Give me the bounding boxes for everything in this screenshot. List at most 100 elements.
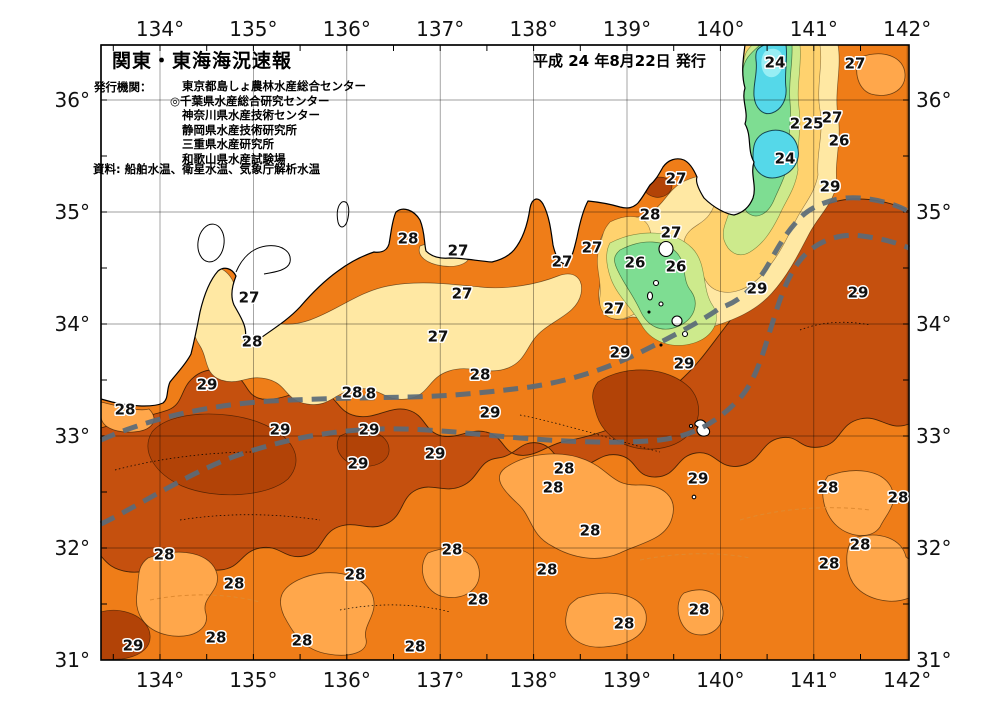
sst-cold-core-24-light [761, 48, 784, 78]
issuer-agency-list: 東京都島しょ農林水産総合センター ◎千葉県水産総合研究センター 神奈川県水産技術セン… [170, 79, 366, 167]
temp-label: 29 [610, 344, 631, 362]
temp-label: 29 [480, 404, 501, 422]
temp-label: 27 [845, 55, 866, 73]
lon-label-top: 138° [510, 17, 558, 41]
aogashima-island [691, 494, 697, 500]
temp-label: 28 [398, 230, 419, 248]
izu-islands [646, 240, 711, 500]
sst-cores-29plus [100, 176, 699, 661]
temp-label: 26 [829, 132, 850, 150]
temp-label: 28 [554, 460, 575, 478]
issuer-agency: 東京都島しょ農林水産総合センター [182, 79, 366, 93]
temp-label: 28 [470, 366, 491, 384]
lat-label-right: 35° [916, 200, 951, 224]
lat-label-left: 34° [55, 312, 90, 336]
temp-label: 28 [468, 591, 489, 609]
lon-label-top: 140° [696, 17, 744, 41]
issuer-agency: 神奈川県水産技術センター [182, 108, 320, 123]
axis-labels: 134° 134° 135° 135° 136° 136° 137° 137° 138° 138°… [55, 17, 952, 692]
temp-label: 28 [345, 566, 366, 584]
lon-label-bottom: 137° [416, 668, 464, 692]
lon-label-top: 134° [136, 17, 184, 41]
temp-label: 28 [115, 401, 136, 419]
kuroshio-current-axis [99, 195, 911, 527]
temp-label: 28 [640, 206, 661, 224]
data-source-note: 資料: 船舶水温、衛星水温、気象庁解析水温 [93, 162, 321, 176]
temp-label: 2 [790, 115, 800, 133]
miyakejima-island [671, 315, 683, 327]
lat-label-left: 32° [55, 536, 90, 560]
temp-label: 28 [442, 541, 463, 559]
report-title: 関東・東海海況速報 [112, 50, 293, 72]
temp-label: 28 [405, 638, 426, 656]
temp-label: 29 [688, 470, 709, 488]
lon-label-top: 135° [229, 17, 277, 41]
lon-label-bottom: 138° [510, 668, 558, 692]
temp-label: 28 [206, 629, 227, 647]
lat-label-left: 33° [55, 424, 90, 448]
lat-label-right: 36° [916, 88, 951, 112]
lon-label-top: 141° [790, 17, 838, 41]
temp-label: 27 [452, 285, 473, 303]
awaji-island [197, 223, 225, 263]
temp-label: 26 [625, 254, 646, 272]
issuer-agency: ◎千葉県水産総合研究センター [170, 93, 330, 108]
temp-label: 27 [822, 109, 843, 127]
temp-label: 27 [661, 224, 682, 242]
temp-label: 29 [348, 455, 369, 473]
temp-label: 28 [537, 561, 558, 579]
temp-label: 28 [224, 575, 245, 593]
temp-label: 28 [819, 555, 840, 573]
temp-label: 27 [552, 253, 573, 271]
lon-label-top: 139° [603, 17, 651, 41]
map-frame [100, 44, 910, 661]
temp-label: 28 [154, 546, 175, 564]
temp-label: 28 [850, 536, 871, 554]
temp-label: 29 [270, 421, 291, 439]
lat-label-left: 31° [55, 648, 90, 672]
temp-label: 28 [614, 615, 635, 633]
temp-label: 27 [428, 328, 449, 346]
lon-label-top: 142° [883, 17, 931, 41]
temp-label: 26 [666, 258, 687, 276]
temp-label: 24 [765, 54, 786, 72]
lon-label-bottom: 134° [136, 668, 184, 692]
lon-label-bottom: 135° [229, 668, 277, 692]
graticule-grid [101, 45, 909, 660]
temp-label: 29 [848, 284, 869, 302]
temp-label: 29 [674, 355, 695, 373]
lat-label-right: 32° [916, 536, 951, 560]
frame-ticks [101, 45, 909, 661]
coast-details [197, 201, 350, 275]
issuer-label: 発行機関： [94, 80, 152, 94]
lon-label-bottom: 142° [883, 668, 931, 692]
temp-label: 28 [580, 522, 601, 540]
kuroshio-north-line [99, 195, 911, 443]
lat-label-left: 35° [55, 200, 90, 224]
lake-biwa [336, 201, 350, 228]
temp-label: 29 [359, 421, 380, 439]
temp-label: 27 [448, 242, 469, 260]
issuer-agency: 静岡県水産技術研究所 [182, 122, 297, 137]
temp-label: 28 [342, 384, 363, 402]
temp-label: 28 [818, 479, 839, 497]
temp-label: 29 [197, 376, 218, 394]
issuer-agency: 和歌山県水産試験場 [182, 151, 286, 166]
lat-label-right: 33° [916, 424, 951, 448]
osaka-bay-outline [235, 245, 291, 275]
temp-label: 29 [747, 280, 768, 298]
lon-label-top: 136° [323, 17, 371, 41]
sst-patches-28-light [100, 53, 910, 656]
landmass-honshu-shikoku [100, 44, 755, 407]
temp-label: 28 [292, 632, 313, 650]
issue-date: 平成 24 年8月22日 発行 [533, 52, 706, 70]
lon-label-top: 137° [416, 17, 464, 41]
temp-label: 8 [366, 385, 376, 403]
lat-label-right: 34° [916, 312, 951, 336]
temp-label: 27 [582, 239, 603, 257]
issuer-agency: 三重県水産研究所 [182, 137, 274, 152]
izu-oshima-island [658, 240, 674, 258]
